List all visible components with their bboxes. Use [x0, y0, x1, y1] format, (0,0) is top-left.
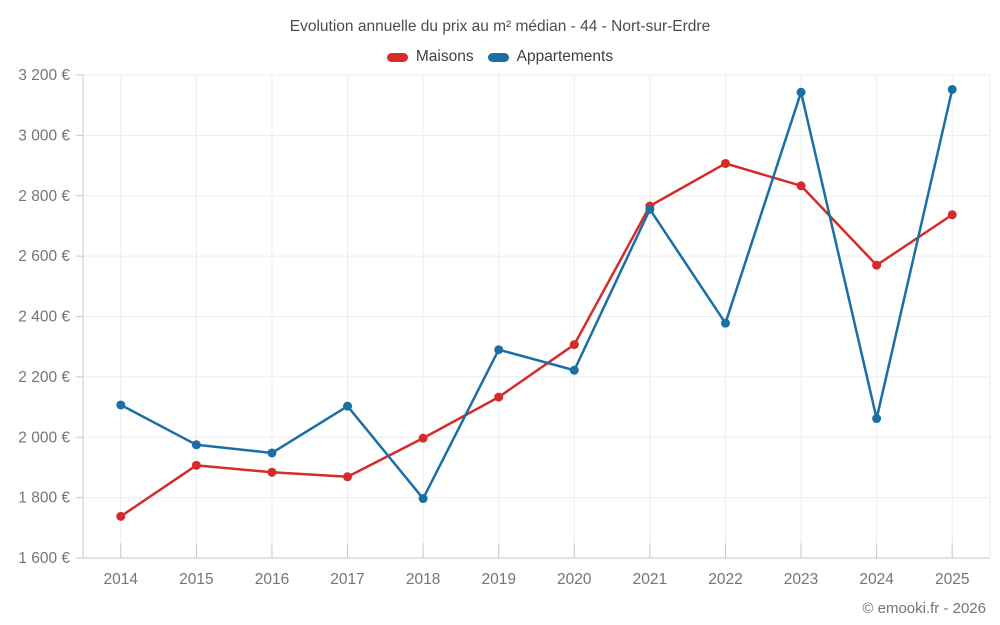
x-axis-label: 2017	[330, 571, 364, 588]
maisons-data-point-2019[interactable]	[494, 392, 504, 402]
y-axis-label: 2 000 €	[18, 429, 70, 446]
y-axis-label: 2 600 €	[18, 248, 70, 265]
maisons-data-point-2015[interactable]	[191, 460, 201, 470]
appartements-data-point-2014[interactable]	[116, 400, 126, 410]
appartements-series-swatch-icon	[487, 52, 509, 62]
maisons-data-point-2022[interactable]	[720, 158, 730, 168]
chart-legend: Maisons Appartements	[0, 46, 1000, 68]
maisons-data-point-2024[interactable]	[872, 260, 882, 270]
appartements-data-point-2025[interactable]	[947, 84, 957, 94]
appartements-data-point-2024[interactable]	[872, 414, 882, 424]
maisons-data-point-2018[interactable]	[418, 433, 428, 443]
y-axis-label: 2 800 €	[18, 188, 70, 205]
x-axis-label: 2024	[859, 571, 894, 588]
y-axis-label: 3 200 €	[18, 67, 70, 84]
y-axis-label: 3 000 €	[18, 127, 70, 144]
x-axis-label: 2018	[406, 571, 440, 588]
appartements-data-point-2021[interactable]	[645, 204, 655, 214]
maisons-series-swatch-icon	[386, 52, 408, 62]
x-axis-label: 2020	[557, 571, 592, 588]
maisons-data-point-2016[interactable]	[267, 467, 277, 477]
copyright-credit: © emooki.fr - 2026	[862, 600, 986, 617]
maisons-data-point-2017[interactable]	[343, 472, 353, 482]
x-axis-label: 2021	[633, 571, 667, 588]
appartements-data-point-2016[interactable]	[267, 448, 277, 458]
appartements-data-point-2015[interactable]	[191, 440, 201, 450]
x-axis-label: 2023	[784, 571, 818, 588]
chart-title: Evolution annuelle du prix au m² médian …	[289, 18, 711, 35]
maisons-data-point-2025[interactable]	[947, 210, 957, 220]
x-axis-label: 2014	[104, 571, 139, 588]
legend-label-maisons: Maisons	[415, 48, 474, 65]
legend-item-maisons[interactable]: Maisons	[386, 48, 474, 66]
y-axis-label: 2 400 €	[18, 309, 70, 326]
y-axis-label: 1 800 €	[18, 490, 70, 507]
x-axis-label: 2022	[708, 571, 742, 588]
appartements-data-point-2019[interactable]	[494, 345, 504, 355]
legend-item-appartements[interactable]: Appartements	[487, 48, 614, 66]
appartements-series-line	[119, 88, 954, 500]
maisons-series-line	[119, 162, 954, 518]
maisons-data-point-2023[interactable]	[796, 181, 806, 191]
x-axis-label: 2019	[481, 571, 515, 588]
x-axis-label: 2015	[179, 571, 213, 588]
legend-label-appartements: Appartements	[516, 48, 614, 65]
x-axis-label: 2025	[935, 571, 969, 588]
maisons-data-point-2020[interactable]	[569, 340, 579, 350]
appartements-data-point-2018[interactable]	[418, 494, 428, 504]
appartements-data-point-2023[interactable]	[796, 87, 806, 97]
appartements-data-point-2022[interactable]	[720, 318, 730, 328]
appartements-data-point-2020[interactable]	[569, 365, 579, 375]
maisons-data-point-2014[interactable]	[116, 511, 126, 521]
x-axis-label: 2016	[255, 571, 289, 588]
y-axis-label: 2 200 €	[18, 369, 70, 386]
appartements-data-point-2017[interactable]	[343, 401, 353, 411]
y-axis-label: 1 600 €	[18, 550, 70, 567]
